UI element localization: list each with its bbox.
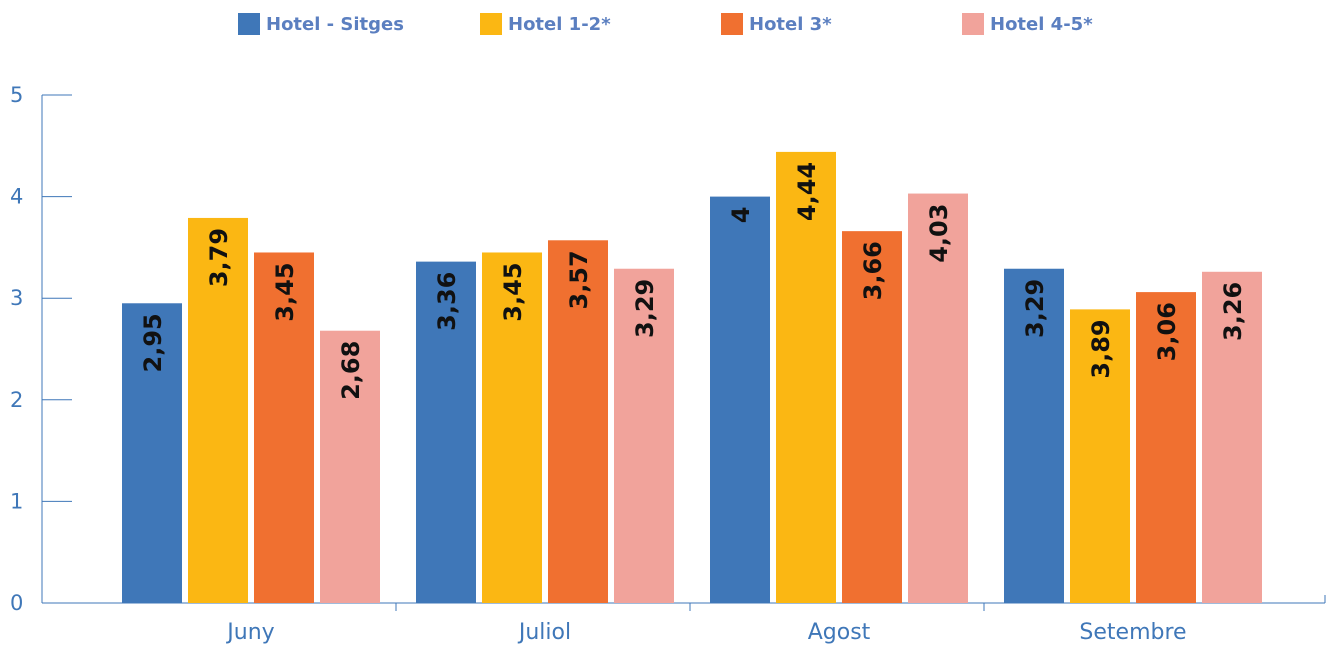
bar [320,330,380,603]
data-label: 3,79 [205,228,233,287]
data-label: 3,29 [1021,279,1049,338]
bar [482,252,542,604]
legend-label-hotel-4-5: Hotel 4-5* [990,13,1093,35]
legend-item-hotel-4-5: Hotel 4-5* [962,10,1093,38]
legend-swatch-hotel-sitges [238,13,260,35]
data-label: 3,06 [1153,302,1181,361]
bar [710,196,770,603]
bar [1202,271,1262,603]
legend-label-hotel-sitges: Hotel - Sitges [266,13,404,35]
bar [188,217,248,603]
legend-swatch-hotel-1-2 [480,13,502,35]
legend: Hotel - Sitges Hotel 1-2* Hotel 3* Hotel… [0,10,1330,38]
x-tick-label: Juliol [517,620,571,645]
x-tick-label: Setembre [1079,620,1186,645]
data-label: 3,26 [1219,282,1247,341]
bar [776,151,836,603]
y-tick-label: 4 [10,185,23,209]
legend-label-hotel-3: Hotel 3* [749,13,832,35]
legend-swatch-hotel-4-5 [962,13,984,35]
bar [122,303,182,603]
bar [1004,268,1064,603]
bar [614,268,674,603]
legend-item-hotel-1-2: Hotel 1-2* [480,10,611,38]
data-label: 4,03 [925,204,953,263]
data-label: 3,36 [433,272,461,331]
y-tick-label: 3 [10,286,23,310]
bar [254,252,314,604]
y-tick-label: 2 [10,388,23,412]
data-label: 3,45 [271,262,299,321]
legend-label-hotel-1-2: Hotel 1-2* [508,13,611,35]
data-label: 4,44 [793,162,821,221]
legend-item-hotel-sitges: Hotel - Sitges [238,10,404,38]
legend-item-hotel-3: Hotel 3* [721,10,832,38]
bar [416,261,476,603]
data-label: 3,45 [499,262,527,321]
bar [1136,292,1196,603]
data-label: 3,29 [631,279,659,338]
y-tick-label: 5 [10,83,23,107]
x-tick-label: Agost [808,620,871,645]
y-tick-label: 1 [10,489,23,513]
data-label: 3,66 [859,241,887,300]
x-tick-label: Juny [225,620,274,645]
data-label: 3,89 [1087,319,1115,378]
data-label: 2,95 [139,313,167,372]
legend-swatch-hotel-3 [721,13,743,35]
bar [548,240,608,603]
data-label: 3,57 [565,250,593,309]
data-label: 4 [727,207,755,224]
bar [842,231,902,604]
y-tick-label: 0 [10,591,23,615]
bar [908,193,968,603]
data-label: 2,68 [337,341,365,400]
bar [1070,309,1130,603]
